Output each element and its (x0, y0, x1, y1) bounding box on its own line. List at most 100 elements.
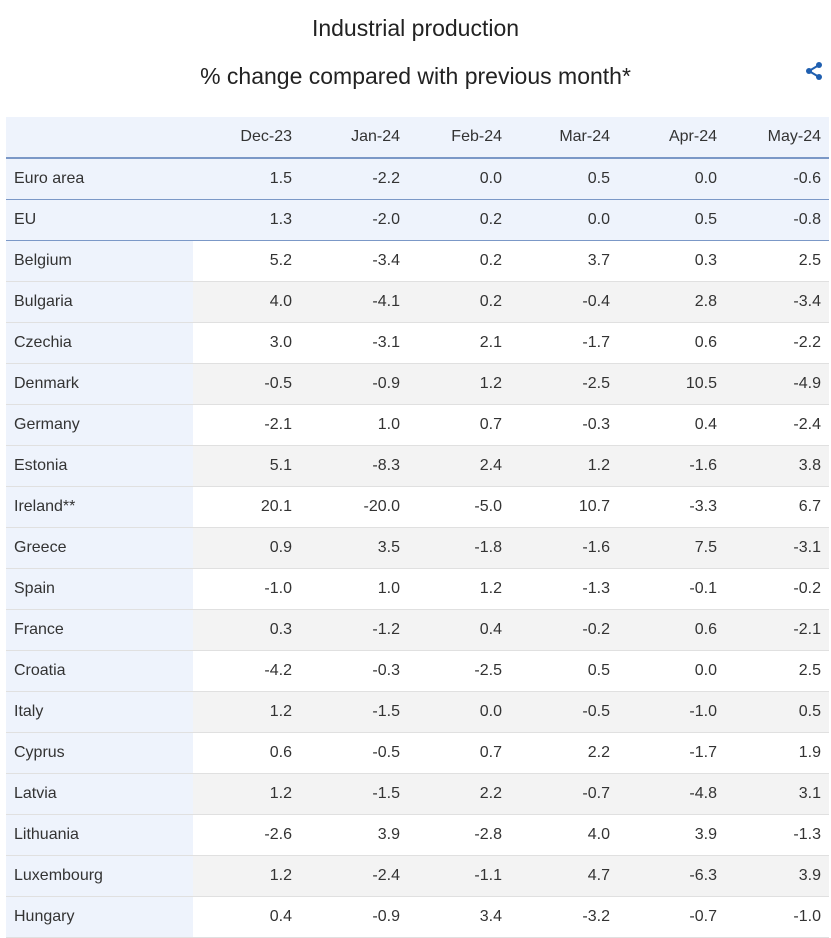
column-header: Feb-24 (408, 117, 510, 159)
table-cell: 1.0 (300, 404, 408, 446)
table-cell: -1.0 (725, 896, 829, 938)
table-cell: 4.7 (510, 855, 618, 897)
table-cell: -0.5 (193, 363, 300, 405)
table-cell: -0.1 (618, 568, 725, 610)
table-cell: -2.4 (725, 404, 829, 446)
table-cell: 1.9 (725, 732, 829, 774)
table-row: Belgium 5.2 -3.4 0.2 3.7 0.3 2.5 (6, 240, 829, 282)
table-cell: -3.1 (725, 527, 829, 569)
table-cell: -0.2 (725, 568, 829, 610)
table-cell: 0.2 (408, 240, 510, 282)
table-cell: 1.5 (193, 158, 300, 200)
table-cell: -3.3 (618, 486, 725, 528)
table-cell: -2.6 (193, 814, 300, 856)
table-cell: -0.5 (300, 732, 408, 774)
table-cell: 7.5 (618, 527, 725, 569)
table-cell: 1.2 (193, 691, 300, 733)
table-cell: 0.0 (408, 158, 510, 200)
table-cell: 5.1 (193, 445, 300, 487)
column-header: Apr-24 (618, 117, 725, 159)
table-row: Ireland** 20.1 -20.0 -5.0 10.7 -3.3 6.7 (6, 486, 829, 528)
table-cell: 0.3 (618, 240, 725, 282)
table-cell: -2.8 (408, 814, 510, 856)
corner-cell (6, 117, 193, 159)
data-table: Dec-23 Jan-24 Feb-24 Mar-24 Apr-24 May-24 Eur… (6, 117, 829, 938)
table-cell: 0.5 (510, 650, 618, 692)
table-row: Spain -1.0 1.0 1.2 -1.3 -0.1 -0.2 (6, 568, 829, 610)
table-cell: 0.0 (618, 158, 725, 200)
chart-subtitle: % change compared with previous month* (200, 63, 631, 89)
table-cell: -2.4 (300, 855, 408, 897)
table-row: Croatia -4.2 -0.3 -2.5 0.5 0.0 2.5 (6, 650, 829, 692)
row-label: Cyprus (6, 732, 193, 774)
table-cell: -1.6 (510, 527, 618, 569)
row-label: Czechia (6, 322, 193, 364)
table-row: Luxembourg 1.2 -2.4 -1.1 4.7 -6.3 3.9 (6, 855, 829, 897)
row-label: Hungary (6, 896, 193, 938)
table-cell: 0.4 (408, 609, 510, 651)
table-cell: -3.2 (510, 896, 618, 938)
table-cell: -1.8 (408, 527, 510, 569)
table-cell: -1.1 (408, 855, 510, 897)
table-cell: -0.8 (725, 199, 829, 241)
table-cell: 0.0 (618, 650, 725, 692)
table-cell: -1.3 (725, 814, 829, 856)
table-body: Euro area 1.5 -2.2 0.0 0.5 0.0 -0.6 EU 1.3 -2.0 0.… (6, 158, 829, 938)
table-cell: -3.4 (725, 281, 829, 323)
table-cell: -6.3 (618, 855, 725, 897)
column-header: May-24 (725, 117, 829, 159)
table-cell: -1.2 (300, 609, 408, 651)
row-label: Latvia (6, 773, 193, 815)
table-row: Lithuania -2.6 3.9 -2.8 4.0 3.9 -1.3 (6, 814, 829, 856)
table-cell: 1.2 (193, 773, 300, 815)
table-cell: -2.2 (725, 322, 829, 364)
table-cell: -1.7 (510, 322, 618, 364)
table-cell: 0.6 (618, 609, 725, 651)
table-cell: 0.3 (193, 609, 300, 651)
row-label: Bulgaria (6, 281, 193, 323)
table-row: Italy 1.2 -1.5 0.0 -0.5 -1.0 0.5 (6, 691, 829, 733)
table-cell: 3.9 (618, 814, 725, 856)
table-cell: 4.0 (193, 281, 300, 323)
table-cell: 1.0 (300, 568, 408, 610)
table-row: Czechia 3.0 -3.1 2.1 -1.7 0.6 -2.2 (6, 322, 829, 364)
table-cell: -0.7 (510, 773, 618, 815)
table-cell: 10.7 (510, 486, 618, 528)
table-cell: -0.2 (510, 609, 618, 651)
table-header: Dec-23 Jan-24 Feb-24 Mar-24 Apr-24 May-24 (6, 117, 829, 159)
row-label: Croatia (6, 650, 193, 692)
table-cell: -0.5 (510, 691, 618, 733)
row-label: Ireland** (6, 486, 193, 528)
column-header: Dec-23 (193, 117, 300, 159)
table-cell: -1.6 (618, 445, 725, 487)
table-row: Hungary 0.4 -0.9 3.4 -3.2 -0.7 -1.0 (6, 896, 829, 938)
table-cell: -4.2 (193, 650, 300, 692)
table-cell: 0.5 (618, 199, 725, 241)
row-label: Greece (6, 527, 193, 569)
table-cell: 0.6 (618, 322, 725, 364)
row-label: EU (6, 199, 193, 241)
table-row: EU 1.3 -2.0 0.2 0.0 0.5 -0.8 (6, 199, 829, 241)
table-cell: 3.4 (408, 896, 510, 938)
table-cell: 1.2 (408, 363, 510, 405)
table-row: Cyprus 0.6 -0.5 0.7 2.2 -1.7 1.9 (6, 732, 829, 774)
table-cell: 1.2 (408, 568, 510, 610)
share-button[interactable] (803, 60, 825, 82)
table-cell: 0.2 (408, 199, 510, 241)
table-row: France 0.3 -1.2 0.4 -0.2 0.6 -2.1 (6, 609, 829, 651)
table-cell: -4.1 (300, 281, 408, 323)
table-cell: 3.9 (300, 814, 408, 856)
table-cell: 0.2 (408, 281, 510, 323)
table-cell: 0.5 (510, 158, 618, 200)
table-cell: -0.9 (300, 363, 408, 405)
header-row: Dec-23 Jan-24 Feb-24 Mar-24 Apr-24 May-24 (6, 117, 829, 159)
table-cell: -20.0 (300, 486, 408, 528)
table-cell: -2.5 (408, 650, 510, 692)
table-cell: -3.4 (300, 240, 408, 282)
table-cell: -0.6 (725, 158, 829, 200)
row-label: France (6, 609, 193, 651)
table-row: Denmark -0.5 -0.9 1.2 -2.5 10.5 -4.9 (6, 363, 829, 405)
table-cell: 2.4 (408, 445, 510, 487)
column-header: Mar-24 (510, 117, 618, 159)
table-cell: -8.3 (300, 445, 408, 487)
